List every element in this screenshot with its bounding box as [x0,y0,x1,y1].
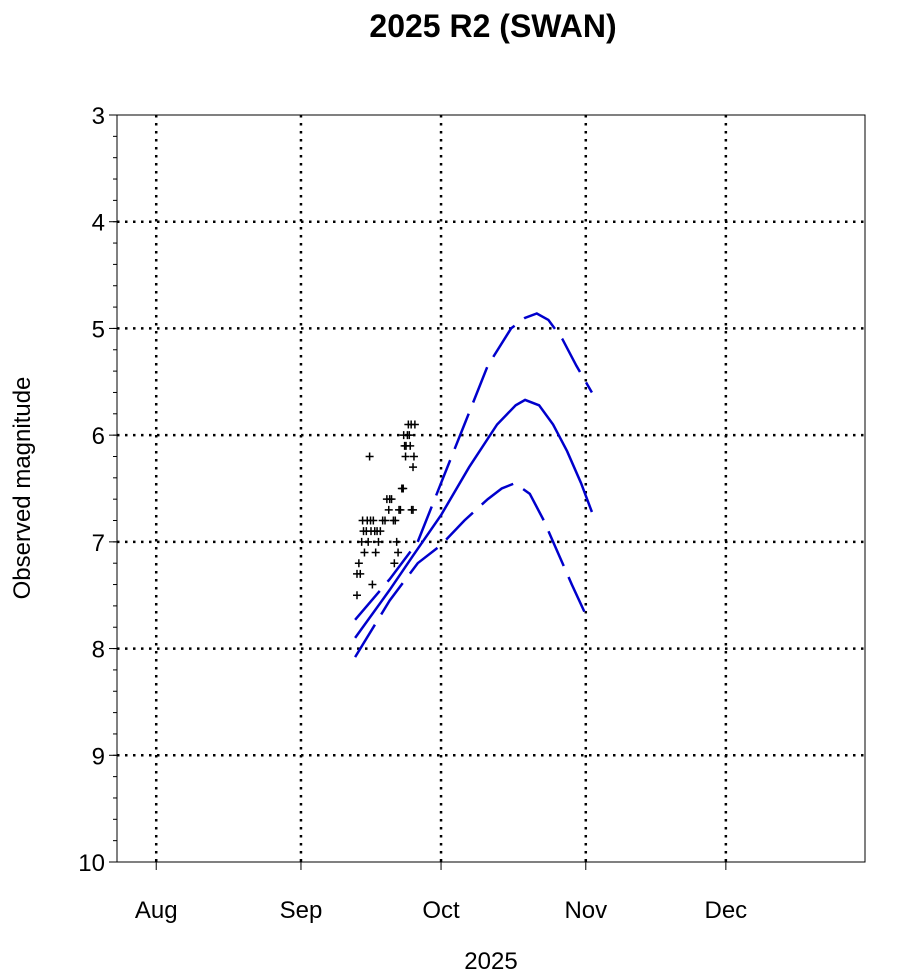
observation-point [352,591,361,600]
plot-frame [116,114,866,863]
observation-point [371,548,380,557]
observation-point [394,548,403,557]
observation-point [368,580,377,589]
x-tick-label: Sep [280,897,323,924]
observation-point [364,537,373,546]
observation-point [384,505,393,514]
x-tick-label: Nov [564,897,607,924]
observation-point [360,548,369,557]
observation-point [401,452,410,461]
x-tick-label: Aug [135,897,178,924]
observation-point [376,527,385,536]
y-axis-label: Observed magnitude [9,377,36,600]
observation-point [369,516,378,525]
observation-point [392,537,401,546]
x-tick-label: Oct [422,897,460,924]
observation-point [374,537,383,546]
observation-point [354,559,363,568]
y-tick-label: 5 [92,316,105,343]
observation-point [390,559,399,568]
y-tick-label: 9 [92,743,105,770]
y-tick-label: 10 [78,850,105,877]
observation-point [409,463,418,472]
fit-line [354,398,594,639]
confidence-bound-line [354,312,593,621]
y-tick-label: 6 [92,423,105,450]
observation-point [406,441,415,450]
observation-point [356,569,365,578]
observation-point [399,484,408,493]
observation-point [396,505,405,514]
observation-point [409,505,418,514]
confidence-bound-line [354,481,591,658]
y-tick-label: 8 [92,637,105,664]
y-tick-label: 7 [92,530,105,557]
observation-point [409,452,418,461]
observation-point [391,516,400,525]
observation-point [410,420,419,429]
observation-point [365,452,374,461]
observation-point [405,431,414,440]
chart-title: 2025 R2 (SWAN) [369,8,616,44]
y-tick-label: 4 [92,210,105,237]
observation-point [387,495,396,504]
observation-point [381,516,390,525]
y-tick-label: 3 [92,103,105,130]
x-axis-label: 2025 [464,948,517,975]
x-tick-label: Dec [705,897,748,924]
